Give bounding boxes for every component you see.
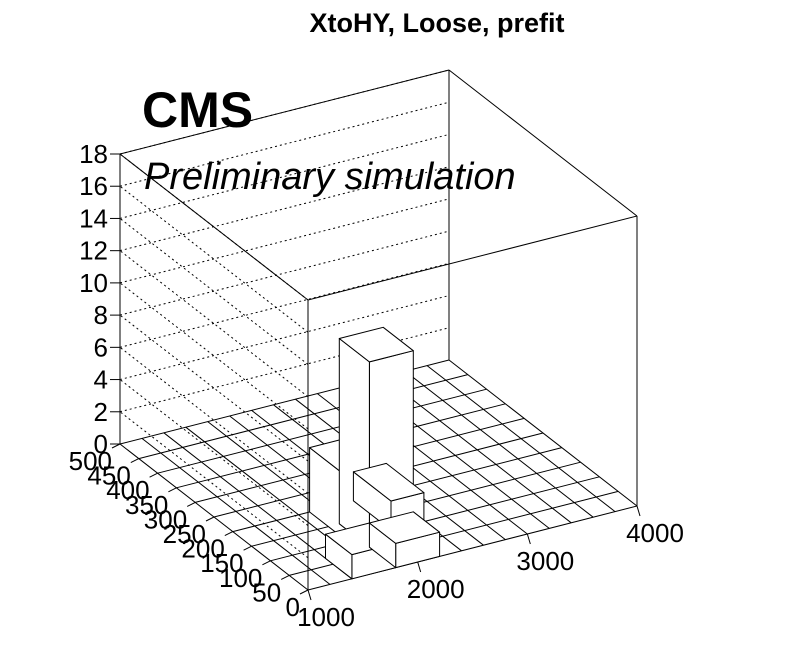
chart-title: XtoHY, Loose, prefit: [309, 8, 564, 38]
z-tick-label: 12: [79, 236, 108, 266]
y-tick-label: 450: [87, 461, 130, 491]
z-tick-label: 4: [94, 365, 108, 395]
y-tick-mark: [262, 560, 271, 566]
y-tick-mark: [149, 472, 158, 478]
y-tick-label: 500: [69, 446, 112, 476]
preliminary-label: Preliminary simulation: [144, 156, 516, 198]
y-tick-label: 250: [163, 519, 206, 549]
back-wall-gridline: [119, 166, 450, 252]
frame-edge: [119, 153, 309, 301]
y-tick-label: 350: [125, 490, 168, 520]
x-tick-mark: [307, 589, 312, 601]
y-tick-mark: [243, 545, 252, 551]
y-tick-mark: [130, 458, 140, 464]
y-tick-mark: [280, 574, 290, 580]
back-wall-gridline: [119, 230, 450, 316]
y-tick-label: 100: [219, 563, 262, 593]
frame-edge: [448, 359, 638, 507]
x-tick-mark: [636, 505, 641, 517]
y-tick-label: 50: [252, 577, 281, 607]
bar-left-face: [338, 338, 370, 548]
y-tick-mark: [205, 516, 215, 522]
y-tick-mark: [168, 487, 177, 493]
x-tick-label: 2000: [407, 574, 465, 604]
y-tick-mark: [111, 443, 121, 449]
back-wall-gridline: [119, 133, 450, 219]
x-tick-label: 1000: [297, 602, 355, 632]
frame-edge: [307, 215, 638, 301]
frame-edge: [119, 69, 450, 155]
z-tick-label: 18: [79, 139, 108, 169]
z-tick-label: 10: [79, 268, 108, 298]
back-wall-gridline: [119, 262, 450, 348]
x-tick-label: 3000: [516, 546, 574, 576]
y-tick-mark: [299, 589, 309, 595]
z-tick-label: 6: [94, 332, 108, 362]
frame-edge: [448, 69, 638, 217]
y-tick-mark: [224, 531, 234, 537]
y-tick-label: 300: [144, 504, 187, 534]
z-tick-label: 2: [94, 397, 108, 427]
y-tick-label: 150: [200, 548, 243, 578]
bar-top-face: [352, 462, 425, 502]
y-tick-label: 200: [181, 534, 224, 564]
z-tick-label: 0: [94, 429, 108, 459]
bar-top-face: [368, 511, 441, 544]
y-tick-label: 400: [106, 475, 149, 505]
bars-layer: [309, 326, 441, 580]
back-wall-gridline: [119, 101, 450, 187]
floor-gridline-y: [138, 374, 468, 460]
x-tick-mark: [417, 561, 422, 573]
bar-top-face: [338, 326, 414, 363]
back-wall-gridline: [119, 198, 450, 284]
z-tick-label: 8: [94, 300, 108, 330]
cms-label: CMS: [142, 82, 253, 138]
y-tick-mark: [186, 501, 196, 507]
x-tick-mark: [526, 533, 531, 545]
x-axis-ticks: 1000 2000 3000 4000: [297, 505, 684, 632]
back-wall-gridline: [119, 327, 450, 413]
z-tick-label: 16: [79, 171, 108, 201]
back-wall-gridline: [119, 295, 450, 381]
x-tick-label: 4000: [626, 518, 684, 548]
z-tick-label: 14: [79, 203, 108, 233]
floor-gridline-y: [157, 388, 487, 474]
y-tick-label: 0: [286, 592, 300, 622]
